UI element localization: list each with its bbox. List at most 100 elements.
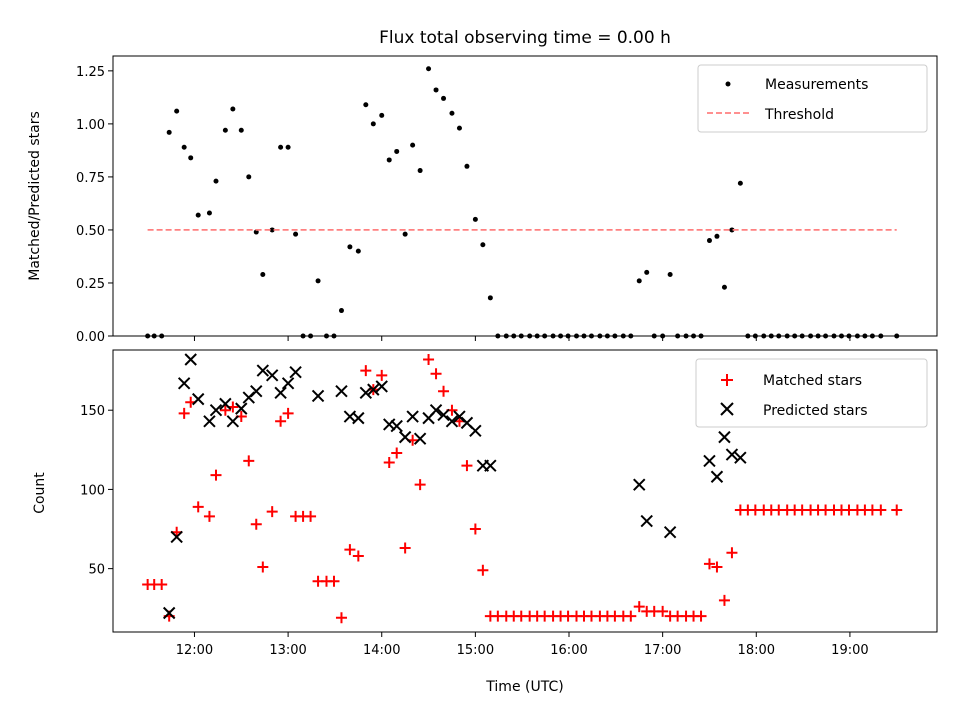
measurements-point — [370, 121, 376, 127]
predicted-stars-point — [265, 369, 279, 382]
matched-stars-point — [891, 504, 903, 516]
measurements-point — [260, 271, 266, 277]
ratio-legend: Measurements Threshold — [697, 64, 928, 133]
x-tick-label: 17:00 — [644, 643, 681, 658]
measurements-point — [174, 108, 180, 114]
matched-stars-point — [335, 612, 347, 624]
predicted-stars-point — [226, 415, 240, 428]
ratio-y-axis-label: Matched/Predicted stars — [27, 111, 43, 281]
predicted-stars-point — [177, 377, 191, 390]
measurements-point — [449, 110, 455, 116]
count-plot-area — [142, 353, 903, 624]
measurements-point — [456, 125, 462, 131]
matched-stars-point — [625, 610, 637, 622]
measurements-point — [487, 295, 493, 301]
predicted-stars-point — [289, 365, 302, 379]
predicted-stars-point — [734, 451, 747, 464]
predicted-stars-point — [718, 430, 731, 444]
predicted-stars-point — [383, 418, 396, 431]
measurements-point — [402, 231, 408, 237]
measurements-legend-label: Measurements — [765, 77, 868, 93]
measurements-point — [246, 174, 252, 180]
x-tick-label: 12:00 — [176, 643, 213, 658]
predicted-stars-point — [219, 397, 232, 411]
matched-stars-point — [711, 561, 723, 573]
matched-stars-point — [657, 605, 669, 617]
measurements-point — [293, 231, 299, 237]
measurements-point — [206, 210, 212, 216]
matched-stars-point — [282, 407, 294, 419]
predicted-stars-point — [184, 353, 197, 366]
measurements-point — [410, 142, 416, 148]
count-y-axis: 50 100 150 — [80, 404, 113, 578]
predicted-stars-point — [203, 415, 216, 428]
measurements-point — [315, 278, 321, 284]
matched-stars-point — [203, 510, 215, 522]
matched-stars-point — [469, 523, 481, 535]
matched-stars-point — [718, 594, 730, 606]
predicted-stars-point — [725, 448, 739, 461]
measurements-point — [166, 129, 172, 135]
matched-stars-point — [219, 404, 231, 416]
matched-stars-point — [399, 542, 411, 554]
matched-stars-point — [875, 504, 887, 516]
measurements-point — [714, 233, 720, 239]
matched-stars-point — [376, 369, 388, 381]
count-panel-frame — [112, 349, 938, 633]
predicted-stars-point — [406, 410, 419, 423]
measurements-point — [667, 271, 673, 277]
matched-stars-point — [243, 455, 255, 467]
ratio-panel-frame — [112, 55, 938, 337]
ratio-legend-box — [697, 64, 928, 133]
predicted-stars-series — [162, 353, 747, 620]
matched-stars-point — [726, 547, 738, 559]
measurements-point — [188, 155, 194, 161]
measurements-point — [737, 180, 743, 186]
x-axis-label: Time (UTC) — [485, 679, 563, 695]
predicted-stars-point — [209, 403, 223, 417]
predicted-stars-legend-label: Predicted stars — [763, 403, 868, 419]
matched-stars-point — [275, 415, 287, 427]
predicted-stars-point — [390, 419, 403, 433]
ratio-x-axis — [193, 336, 851, 341]
count-legend-box — [695, 358, 928, 428]
measurements-point — [433, 87, 439, 93]
matched-stars-point — [477, 564, 489, 576]
matched-stars-point — [438, 385, 450, 397]
matched-stars-point — [210, 469, 222, 481]
predicted-stars-point — [640, 514, 653, 528]
predicted-stars-legend-marker — [720, 402, 734, 416]
measurements-point — [230, 106, 236, 112]
measurements-point — [338, 308, 344, 314]
threshold-legend-label: Threshold — [764, 107, 834, 123]
matched-stars-point — [430, 368, 442, 380]
ratio-panel: 0.00 0.25 0.50 0.75 1.00 1.25 Matched/Predict… — [27, 55, 938, 345]
matched-stars-point — [344, 544, 356, 556]
predicted-stars-point — [250, 384, 263, 398]
measurements-point — [222, 127, 228, 133]
measurements-legend-marker — [725, 81, 731, 87]
y-tick-label: 0.00 — [76, 330, 105, 345]
predicted-stars-point — [335, 384, 348, 398]
predicted-stars-point — [192, 392, 205, 406]
matched-stars-point — [461, 460, 473, 472]
measurements-point — [238, 127, 244, 133]
measurements-point — [464, 163, 470, 169]
measurements-point — [355, 248, 361, 254]
predicted-stars-point — [281, 377, 295, 390]
matched-stars-point — [360, 365, 372, 377]
x-tick-label: 14:00 — [363, 643, 400, 658]
measurements-point — [441, 95, 447, 101]
y-tick-label: 150 — [80, 404, 105, 419]
chart-title: Flux total observing time = 0.00 h — [379, 28, 671, 48]
predicted-stars-point — [469, 424, 482, 438]
x-tick-label: 13:00 — [269, 643, 306, 658]
measurements-point — [426, 66, 432, 72]
predicted-stars-point — [633, 478, 646, 491]
x-tick-label: 19:00 — [831, 643, 868, 658]
matched-stars-point — [633, 601, 645, 613]
predicted-stars-point — [162, 606, 176, 620]
matched-stars-point — [178, 407, 190, 419]
measurements-point — [195, 212, 201, 218]
